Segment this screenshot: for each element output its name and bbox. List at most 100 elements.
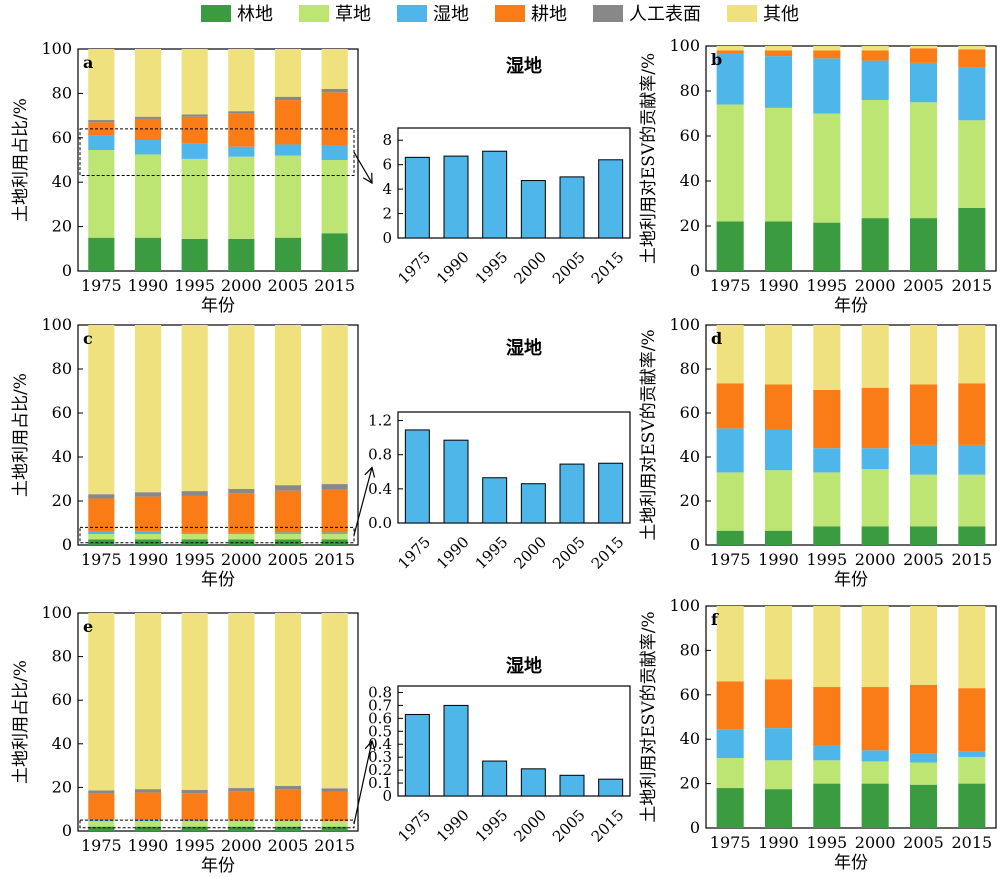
bar — [443, 439, 469, 524]
y-tick-label: 0.1 — [368, 774, 392, 792]
x-tick-label: 2005 — [268, 836, 309, 855]
bar-segment — [274, 821, 302, 827]
chart-panel-f: 1975 1990 1995 2000 2005 2015 0 20 40 60 80 100 年份 土地… — [639, 596, 997, 873]
bar-segment — [764, 50, 793, 57]
x-tick-label: 2000 — [855, 276, 896, 295]
y-tick-label: 0.4 — [368, 735, 392, 753]
bar-segment — [181, 613, 208, 791]
bar-segment — [88, 534, 115, 540]
bar-segment — [134, 492, 162, 497]
bar-segment — [181, 539, 208, 545]
bar-segment — [861, 783, 889, 828]
bar-segment — [274, 534, 302, 540]
plot-frame — [705, 324, 997, 546]
bar-segment — [861, 761, 889, 784]
bar-segment — [228, 534, 255, 540]
bar-segment — [181, 826, 208, 831]
bar-segment — [274, 144, 302, 156]
y-tick-label: 60 — [52, 403, 72, 422]
bar-segment — [134, 826, 162, 831]
y-tick-label: 20 — [52, 777, 72, 796]
bar-segment — [274, 485, 302, 491]
bar-segment — [716, 472, 744, 531]
bar-segment — [274, 785, 302, 790]
x-tick-label: 2015 — [588, 248, 628, 288]
bar — [404, 713, 430, 797]
x-tick-label: 1990 — [433, 248, 473, 288]
bar-segment — [228, 49, 255, 112]
bar-segment — [861, 687, 889, 751]
legend-swatch — [495, 4, 525, 22]
y-tick-label: 80 — [680, 640, 700, 659]
zoom-arrow-head — [364, 739, 376, 752]
inset-title: 湿地 — [506, 337, 542, 359]
highlight-box — [79, 128, 355, 177]
bar-segment — [134, 154, 162, 238]
y-tick-label: 0.4 — [368, 480, 392, 498]
bar-segment — [88, 135, 115, 151]
bar-segment — [813, 113, 841, 223]
x-tick-label: 1990 — [758, 276, 799, 295]
bar-segment — [181, 158, 208, 239]
bar-segment — [228, 113, 255, 147]
y-tick-label: 40 — [52, 447, 72, 466]
x-tick-label: 1990 — [433, 533, 473, 573]
x-tick-label: 2015 — [951, 833, 992, 852]
x-tick-label: 2000 — [855, 833, 896, 852]
x-tick-label: 2005 — [903, 276, 944, 295]
bar-segment — [861, 387, 889, 449]
bar-segment — [228, 788, 255, 792]
bar — [443, 155, 469, 239]
bar-segment — [321, 489, 348, 533]
legend-label: 其他 — [763, 4, 799, 25]
bar — [482, 477, 508, 524]
x-axis-label: 年份 — [834, 853, 868, 873]
bar-segment — [764, 606, 793, 680]
y-tick-label: 0.0 — [368, 514, 392, 532]
y-tick-label: 60 — [52, 128, 72, 147]
bar — [559, 176, 585, 239]
bar-segment — [716, 606, 744, 682]
bar-segment — [764, 325, 793, 385]
y-tick-label: 20 — [680, 774, 700, 793]
bar-segment — [958, 46, 986, 50]
inset-title: 湿地 — [506, 55, 542, 77]
chart-panel-c: 1975 1990 1995 2000 2005 2015 0 20 40 60 80 100 年份 土地… — [11, 315, 376, 590]
y-tick-label: 20 — [52, 217, 72, 236]
bar-segment — [88, 237, 115, 271]
bar-segment — [958, 208, 986, 271]
bar-segment — [181, 532, 208, 534]
legend-item-artificial-surface: 人工表面 — [593, 0, 701, 26]
bar-segment — [716, 383, 744, 429]
x-tick-label: 2015 — [314, 550, 355, 569]
y-tick-label: 0 — [62, 535, 72, 554]
y-tick-label: 80 — [52, 83, 72, 102]
bar-segment — [88, 821, 115, 827]
highlight-box — [79, 526, 355, 544]
bar-segment — [228, 826, 255, 831]
bar-segment — [716, 325, 744, 384]
y-tick-label: 40 — [52, 734, 72, 753]
y-axis-label: 土地利用对ESV的贡献率/% — [639, 329, 659, 540]
bar-segment — [716, 46, 744, 51]
panel-letter: e — [83, 617, 93, 636]
bar-segment — [134, 496, 162, 532]
panel-letter: c — [83, 329, 93, 348]
bar-segment — [228, 493, 255, 533]
bar-segment — [909, 444, 938, 475]
x-tick-label: 1990 — [128, 276, 169, 295]
bar-segment — [274, 100, 302, 145]
bar-segment — [134, 613, 162, 790]
bar-segment — [813, 760, 841, 784]
legend-swatch — [201, 4, 231, 22]
bar-segment — [764, 789, 793, 828]
y-axis-label: 土地利用对ESV的贡献率/% — [639, 53, 659, 264]
bar — [404, 156, 430, 239]
y-tick-label: 6 — [382, 156, 392, 174]
bar-segment — [861, 448, 889, 470]
y-tick-label: 0 — [62, 821, 72, 840]
bar-segment — [813, 472, 841, 527]
y-axis-label: 土地利用占比/% — [11, 98, 31, 222]
